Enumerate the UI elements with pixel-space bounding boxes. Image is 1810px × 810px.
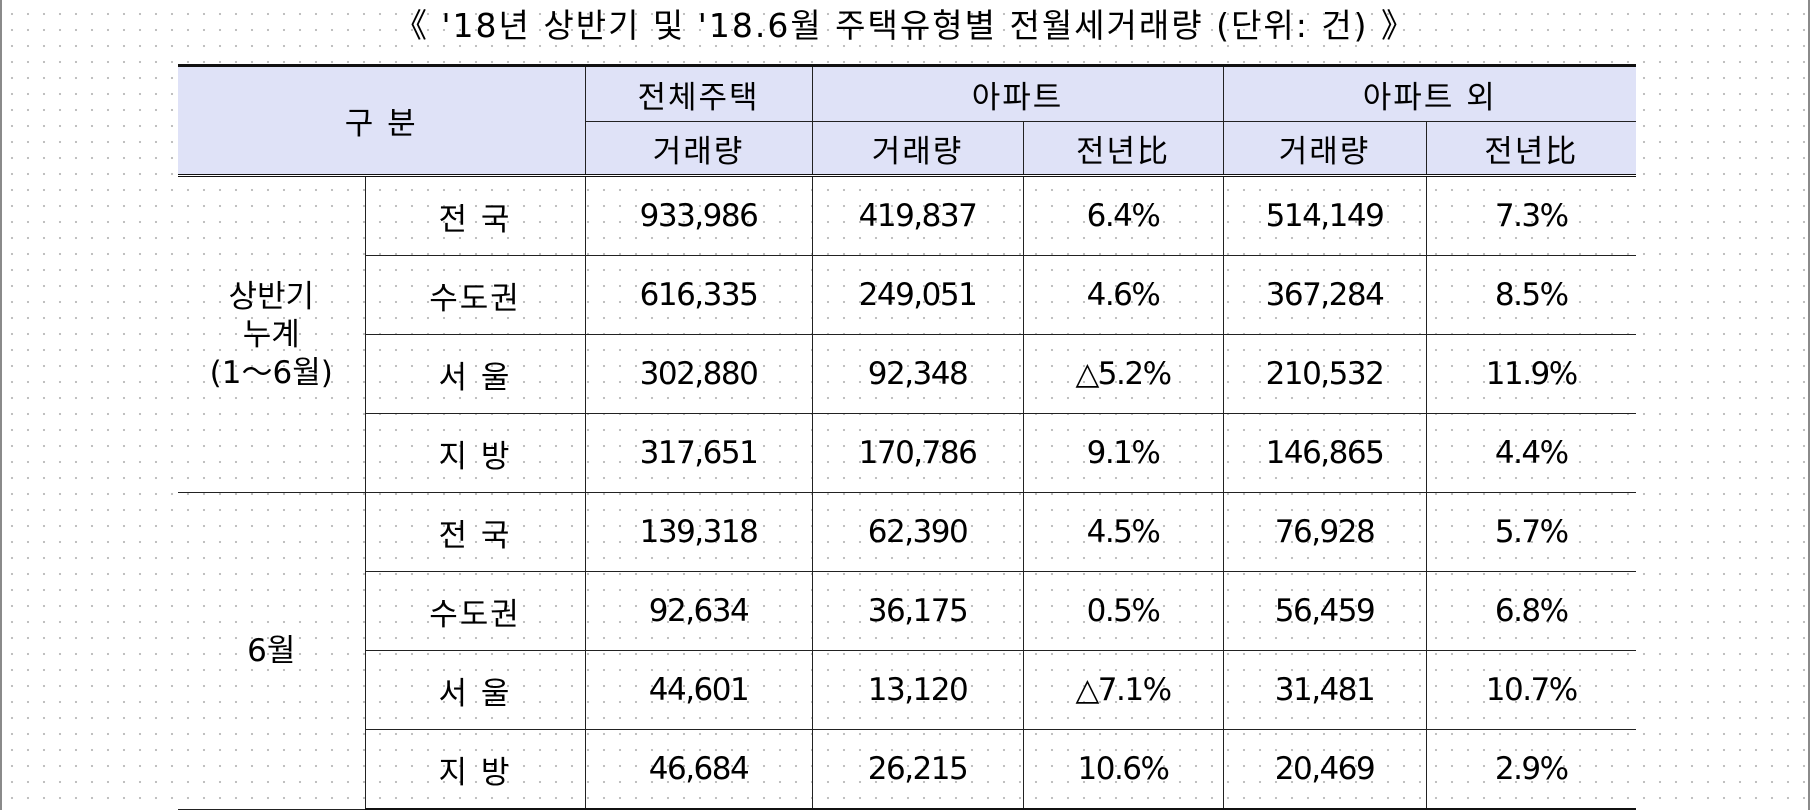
group-label-line: 상반기: [228, 278, 315, 315]
header-non-apartment: 아파트 외: [1222, 64, 1636, 122]
apt-volume-cell: 92,348: [811, 334, 1024, 414]
table-row: 지 방 46,684 26,215 10.6% 20,469 2.9%: [178, 729, 1636, 810]
non-volume-cell: 367,284: [1222, 255, 1427, 335]
header-row-1: 구 분 전체주택 아파트 아파트 외: [178, 64, 1636, 177]
apt-yoy-cell: △7.1%: [1022, 650, 1224, 730]
header-apartment: 아파트: [811, 64, 1224, 122]
non-yoy-cell: 8.5%: [1425, 255, 1636, 335]
region-cell: 전 국: [364, 492, 586, 572]
region-cell: 수도권: [365, 255, 586, 335]
region-cell: 수도권: [365, 571, 586, 651]
total-volume-cell: 46,684: [584, 729, 813, 810]
non-volume-cell: 20,469: [1222, 729, 1427, 810]
total-volume-cell: 317,651: [584, 413, 813, 493]
apt-yoy-cell: △5.2%: [1022, 334, 1224, 414]
header-apt-volume: 거래량: [811, 121, 1024, 177]
header-non-volume: 거래량: [1222, 121, 1427, 177]
non-yoy-cell: 7.3%: [1425, 175, 1636, 256]
non-volume-cell: 514,149: [1222, 175, 1427, 256]
apt-volume-cell: 170,786: [811, 413, 1024, 493]
non-yoy-cell: 5.7%: [1425, 492, 1636, 572]
region-cell: 서 울: [365, 334, 586, 414]
non-volume-cell: 31,481: [1222, 650, 1427, 730]
region-cell: 지 방: [365, 729, 586, 810]
table-row: 서 울 302,880 92,348 △5.2% 210,532 11.9%: [178, 334, 1636, 414]
region-cell: 지 방: [365, 413, 586, 493]
group-label: 6월: [178, 492, 366, 810]
non-yoy-cell: 11.9%: [1425, 334, 1636, 414]
group-label-line: 누계: [242, 316, 300, 353]
header-apt-yoy: 전년比: [1022, 121, 1224, 177]
non-volume-cell: 210,532: [1222, 334, 1427, 414]
apt-volume-cell: 26,215: [811, 729, 1024, 810]
total-volume-cell: 139,318: [584, 492, 813, 572]
non-yoy-cell: 2.9%: [1425, 729, 1636, 810]
table-row: 서 울 44,601 13,120 △7.1% 31,481 10.7%: [178, 650, 1636, 730]
apt-volume-cell: 13,120: [811, 650, 1024, 730]
non-volume-cell: 76,928: [1222, 492, 1427, 572]
apt-yoy-cell: 4.6%: [1022, 255, 1224, 335]
rental-transactions-table: 구 분 전체주택 아파트 아파트 외 거래량 거래량 전년比 거래량 전년比 상…: [178, 64, 1636, 810]
table-row: 6월 전 국 139,318 62,390 4.5% 76,928 5.7%: [178, 492, 1636, 810]
region-cell: 서 울: [365, 650, 586, 730]
apt-volume-cell: 249,051: [811, 255, 1024, 335]
table-row: 지 방 317,651 170,786 9.1% 146,865 4.4%: [178, 413, 1636, 493]
header-total-volume: 거래량: [585, 121, 813, 177]
page-right-edge: [1808, 0, 1810, 810]
apt-yoy-cell: 0.5%: [1022, 571, 1224, 651]
apt-volume-cell: 62,390: [811, 492, 1024, 572]
total-volume-cell: 302,880: [584, 334, 813, 414]
non-yoy-cell: 10.7%: [1425, 650, 1636, 730]
table-row: 상반기 누계 (1～6월) 전 국 933,986 419,837 6.4% 5…: [178, 175, 1636, 493]
page-left-edge: [0, 0, 2, 810]
table-row: 수도권 92,634 36,175 0.5% 56,459 6.8%: [178, 571, 1636, 651]
non-volume-cell: 146,865: [1222, 413, 1427, 493]
header-category: 구 분: [178, 64, 586, 177]
header-row-2: 거래량 거래량 전년比 거래량 전년比: [178, 121, 1636, 177]
group-label-line: (1～6월): [209, 354, 333, 391]
total-volume-cell: 44,601: [584, 650, 813, 730]
apt-yoy-cell: 10.6%: [1022, 729, 1224, 810]
total-volume-cell: 933,986: [584, 175, 813, 256]
total-volume-cell: 92,634: [584, 571, 813, 651]
apt-yoy-cell: 6.4%: [1022, 175, 1224, 256]
table-title: 《 '18년 상반기 및 '18.6월 주택유형별 전월세거래량 (단위: 건)…: [393, 6, 1417, 45]
header-total-house: 전체주택: [584, 64, 813, 122]
total-volume-cell: 616,335: [584, 255, 813, 335]
apt-volume-cell: 419,837: [811, 175, 1024, 256]
non-volume-cell: 56,459: [1222, 571, 1427, 651]
region-cell: 전 국: [364, 175, 586, 256]
header-non-yoy: 전년比: [1425, 121, 1636, 177]
apt-volume-cell: 36,175: [811, 571, 1024, 651]
group-label: 상반기 누계 (1～6월): [178, 175, 366, 493]
non-yoy-cell: 4.4%: [1425, 413, 1636, 493]
apt-yoy-cell: 4.5%: [1022, 492, 1224, 572]
apt-yoy-cell: 9.1%: [1022, 413, 1224, 493]
table-row: 수도권 616,335 249,051 4.6% 367,284 8.5%: [178, 255, 1636, 335]
non-yoy-cell: 6.8%: [1425, 571, 1636, 651]
